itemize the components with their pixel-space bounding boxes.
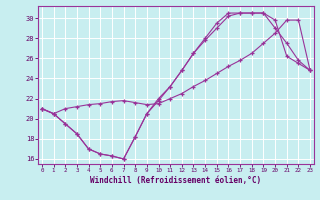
- X-axis label: Windchill (Refroidissement éolien,°C): Windchill (Refroidissement éolien,°C): [91, 176, 261, 185]
